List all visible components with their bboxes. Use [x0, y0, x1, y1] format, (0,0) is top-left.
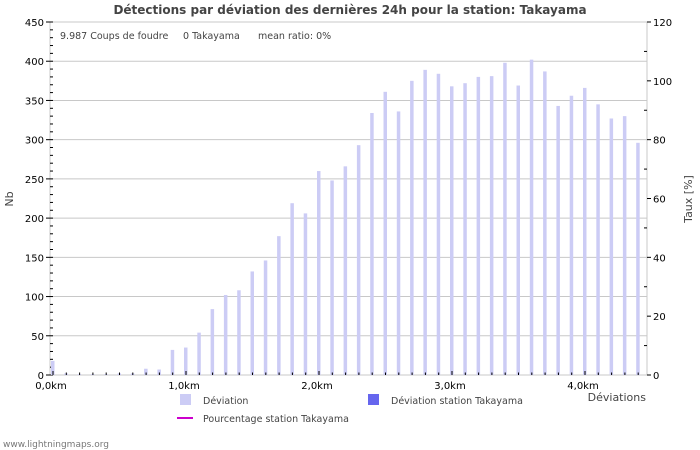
y-axis-label: Nb — [3, 191, 16, 206]
legend-swatch-deviation — [180, 394, 191, 405]
y2-tick-label: 60 — [653, 195, 666, 206]
stats-station: 0 Takayama — [183, 31, 240, 42]
y2-tick-label: 40 — [653, 253, 666, 264]
bar-deviation — [410, 80, 414, 375]
y-tick-label: 250 — [25, 175, 44, 186]
y-tick-label: 200 — [25, 214, 44, 225]
bar-deviation — [463, 83, 467, 375]
x-tick-label: 1,0km — [168, 381, 199, 392]
x-tick-label: 3,0km — [434, 381, 465, 392]
bar-deviation — [144, 368, 148, 375]
y2-tick-label: 80 — [653, 136, 666, 147]
bar-deviation — [263, 260, 268, 375]
y-tick-label: 350 — [25, 96, 44, 107]
bar-deviation — [223, 294, 228, 375]
y-tick-label: 100 — [25, 293, 44, 304]
bar-deviation — [583, 87, 587, 375]
footer-source-link: www.lightningmaps.org — [3, 440, 109, 450]
y-tick-label: 0 — [38, 371, 44, 382]
bar-deviation — [609, 118, 614, 375]
y-tick-label: 400 — [25, 57, 44, 68]
bar-deviation — [210, 309, 215, 375]
bar-deviation — [330, 180, 334, 375]
bar-deviation — [622, 116, 627, 375]
y2-tick-label: 20 — [653, 312, 666, 323]
bar-deviation — [543, 71, 547, 376]
bar-deviation — [450, 86, 454, 375]
x-tick-label: 0,0km — [35, 381, 66, 392]
x-axis-label: Déviations — [588, 391, 647, 404]
bar-deviation — [157, 369, 161, 375]
bar-deviation — [489, 76, 494, 376]
legend-label-percentage: Pourcentage station Takayama — [203, 414, 349, 425]
y-tick-label: 300 — [25, 136, 44, 147]
bar-deviation — [436, 73, 441, 376]
bar-deviation — [383, 91, 387, 375]
bar-deviation — [250, 271, 254, 375]
y-tick-label: 50 — [31, 332, 44, 343]
legend-label-deviation: Déviation — [203, 396, 248, 407]
y2-axis-label: Taux [%] — [682, 175, 695, 224]
bar-deviation — [356, 145, 361, 375]
bar-deviation — [290, 203, 294, 375]
x-tick-label: 2,0km — [301, 381, 332, 392]
chart-title: Détections par déviation des dernières 2… — [113, 3, 587, 17]
bar-deviation — [317, 171, 321, 375]
y2-tick-label: 0 — [653, 371, 659, 382]
bar-deviation — [51, 360, 55, 375]
y2-tick-label: 100 — [653, 77, 672, 88]
y-tick-label: 150 — [25, 253, 44, 264]
y-tick-label: 450 — [25, 18, 44, 29]
bar-deviation — [423, 69, 427, 376]
bar-deviation — [476, 76, 481, 376]
bar-deviation — [529, 59, 534, 376]
bar-deviation — [636, 142, 640, 375]
bar-deviation — [569, 95, 574, 375]
bar-deviation — [596, 104, 600, 375]
bar-deviation — [303, 213, 308, 375]
legend-swatch-deviation-station — [368, 394, 379, 405]
bar-deviation — [516, 85, 520, 375]
bar-deviation — [184, 347, 188, 375]
bar-deviation — [370, 112, 374, 376]
stats-mean-ratio: mean ratio: 0% — [258, 31, 331, 42]
bar-deviation — [343, 166, 348, 375]
x-tick-label: 4,0km — [567, 381, 598, 392]
legend-label-deviation-station: Déviation station Takayama — [391, 396, 523, 407]
bar-deviation — [237, 290, 241, 375]
bar-deviation — [170, 349, 175, 375]
bar-deviation — [277, 236, 281, 375]
bar-deviation — [396, 111, 401, 375]
stats-strikes: 9.987 Coups de foudre — [60, 31, 168, 42]
bar-deviation — [503, 62, 507, 376]
bar-deviation — [556, 105, 560, 376]
y2-tick-label: 120 — [653, 18, 672, 29]
bar-deviation — [197, 332, 201, 375]
